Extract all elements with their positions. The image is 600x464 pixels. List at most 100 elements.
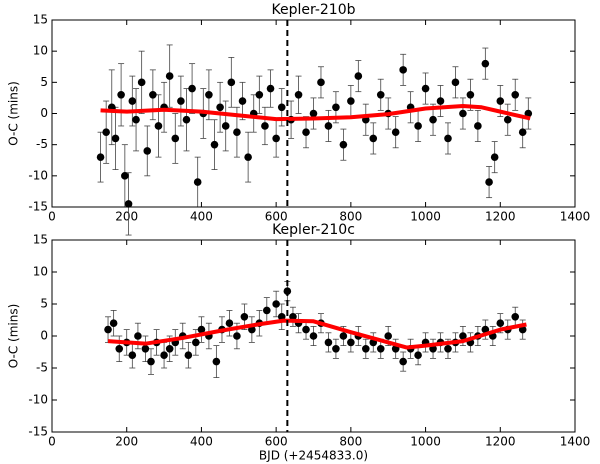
data-point [277,103,286,112]
y-tick-label: -5 [36,361,48,375]
y-tick-label: 10 [33,44,48,58]
data-point [429,115,437,124]
data-point [332,103,340,112]
x-tick-label: 200 [115,210,138,224]
y-axis-label: O-C (mins) [7,81,21,146]
data-point [261,122,269,130]
data-point [511,313,520,321]
data-point [102,128,110,136]
data-point [134,332,142,340]
data-point [362,345,370,353]
data-point [233,128,241,136]
x-tick-label: 1200 [485,435,516,449]
data-point [421,84,430,93]
x-tick-label: 1000 [410,435,441,449]
data-point [266,84,275,93]
x-tick-label: 800 [339,435,362,449]
y-tick-label: 15 [33,233,48,247]
data-point [503,115,512,124]
data-point [289,313,297,321]
x-tick-label: 600 [265,210,288,224]
data-point [165,345,174,353]
y-tick-label: -5 [36,137,48,151]
data-point [317,78,325,87]
data-point [221,122,230,130]
y-tick-label: -10 [28,168,48,182]
y-tick-label: -10 [28,393,48,407]
data-point [309,332,318,340]
x-tick-label: 400 [190,210,213,224]
data-point [339,332,348,340]
data-point [294,91,303,99]
x-tick-label: 600 [265,435,288,449]
plot-frame [51,19,576,208]
data-point [132,115,140,124]
data-point [399,357,407,366]
x-tick-label: 1400 [560,435,591,449]
x-tick-label: 0 [48,210,56,224]
x-tick-label: 400 [190,435,213,449]
data-point [466,91,475,99]
data-point [210,140,219,149]
data-point [324,338,333,347]
y-tick-label: 0 [40,106,48,120]
data-point [128,351,137,360]
data-point [309,109,318,118]
x-axis-label: BJD (+2454833.0) [259,449,368,463]
x-tick-label: 1000 [410,210,441,224]
model-line [107,318,527,350]
data-point [124,200,133,208]
data-point [160,351,168,360]
x-tick-label: 1200 [485,210,516,224]
data-point [165,72,174,80]
chart-title: Kepler-210c [272,222,355,238]
data-point [240,313,249,321]
chart-title: Kepler-210b [271,2,355,18]
y-axis-label: O-C (mins) [7,304,21,369]
data-point [347,338,355,347]
x-tick-label: 0 [48,435,56,449]
data-point [496,319,505,328]
data-point [339,140,348,149]
plot-frame [51,239,576,433]
data-point [128,97,137,105]
data-point [117,91,125,99]
data-point [451,78,460,87]
data-point [109,319,118,328]
data-point [111,134,120,143]
data-point [414,122,422,130]
data-point [225,319,234,328]
x-tick-label: 200 [115,435,138,449]
data-point [376,91,385,99]
data-point [496,97,505,105]
model-line [100,104,531,122]
data-point [197,325,206,334]
data-point [137,78,146,87]
data-point [263,306,271,315]
data-point [332,345,340,353]
data-point [96,153,105,161]
data-point [182,115,191,124]
data-point [205,91,213,99]
data-point [272,300,280,308]
data-point [302,325,310,334]
data-point [233,332,241,340]
data-point [244,153,252,161]
data-point [192,338,200,347]
x-tick-label: 800 [339,210,362,224]
data-point [104,325,112,334]
data-point [444,134,452,143]
data-point [121,172,129,180]
data-point [518,128,527,136]
data-point [115,345,124,353]
data-point [324,122,333,130]
y-tick-label: 15 [33,13,48,27]
data-point [147,357,155,366]
data-point [459,332,467,340]
data-point [414,351,422,360]
data-point [149,91,157,99]
data-point [227,78,236,87]
data-point [511,91,520,99]
data-point [384,332,393,340]
